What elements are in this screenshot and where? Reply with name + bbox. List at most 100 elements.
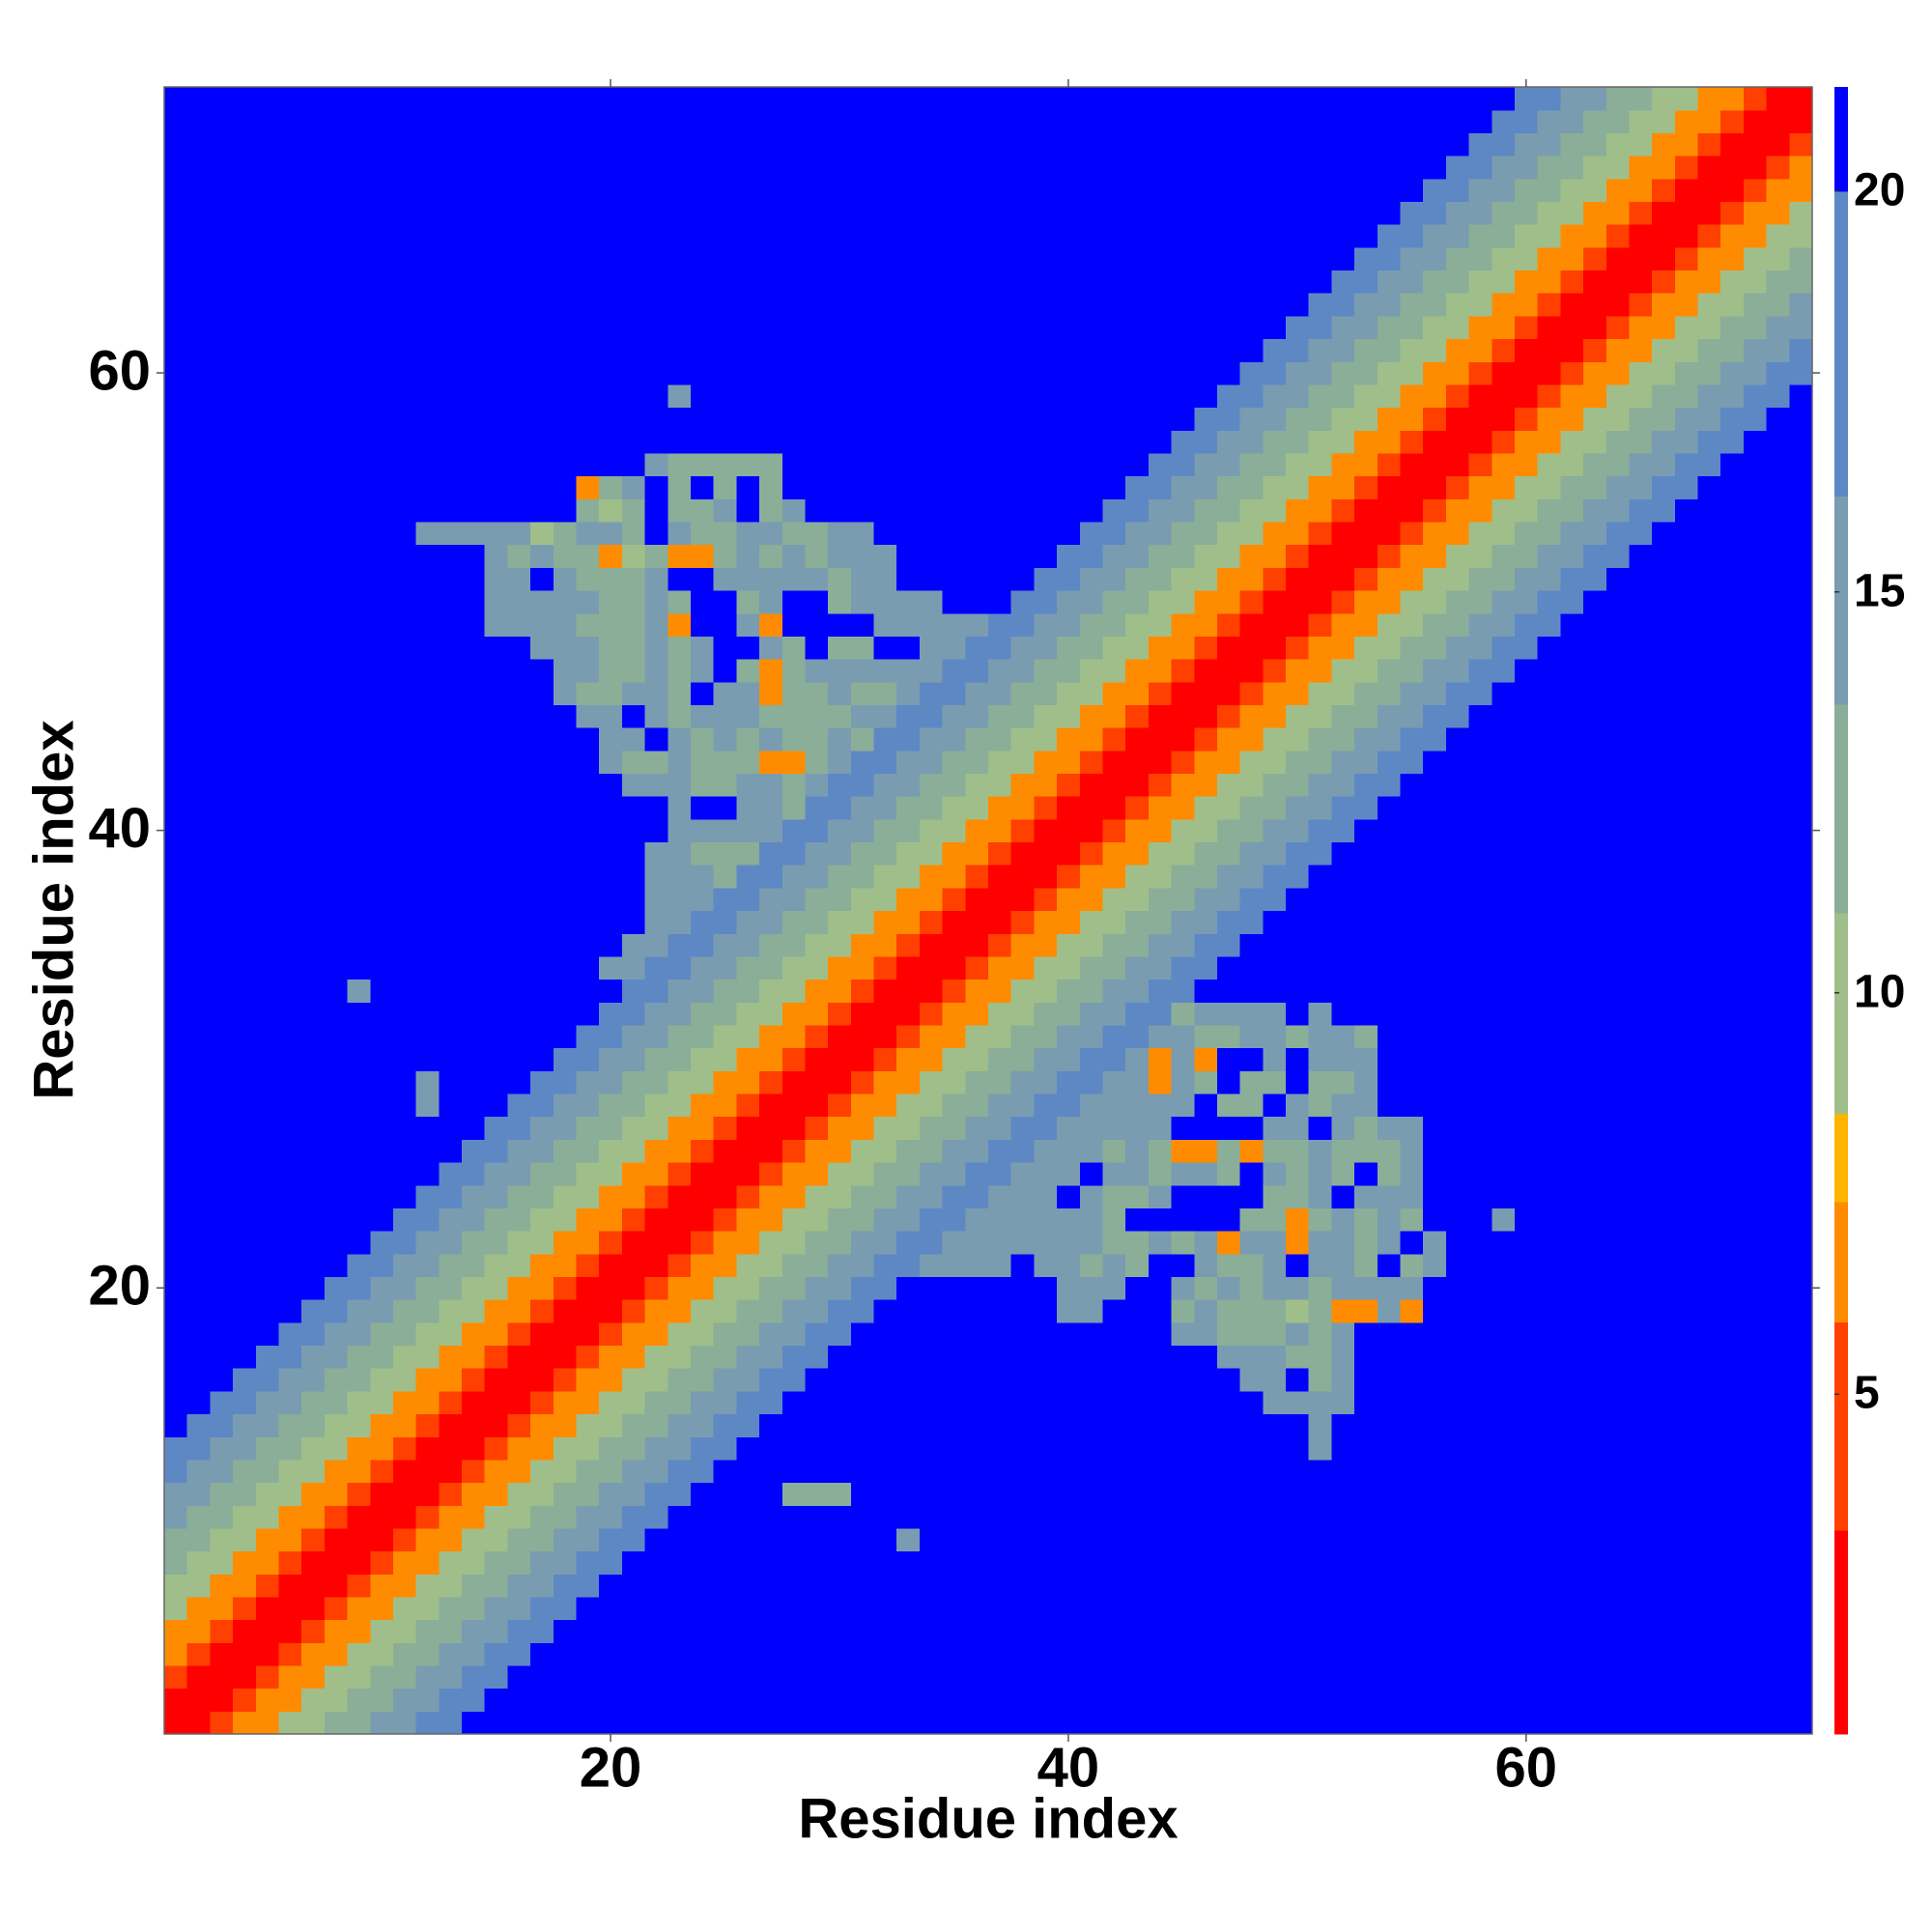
cell <box>736 1413 760 1437</box>
cell <box>1492 1184 1516 1208</box>
cell <box>347 544 371 568</box>
cell <box>1171 1368 1195 1392</box>
cell <box>553 475 578 499</box>
cell <box>553 1208 578 1232</box>
cell <box>1148 979 1173 1003</box>
cell <box>392 178 417 203</box>
cell <box>1605 910 1631 934</box>
cell <box>278 1550 302 1575</box>
cell <box>644 430 668 454</box>
cell <box>1148 1368 1173 1392</box>
cell <box>1468 612 1492 637</box>
cell <box>1445 589 1470 614</box>
cell <box>1583 1664 1607 1690</box>
cell <box>1148 407 1173 431</box>
cell <box>1674 315 1699 340</box>
cell <box>644 1664 668 1690</box>
cell <box>415 1619 440 1643</box>
cell <box>1102 1184 1126 1208</box>
cell <box>530 1139 554 1163</box>
cell <box>1674 361 1699 385</box>
cell <box>370 1299 394 1323</box>
cell <box>1171 1231 1195 1255</box>
cell <box>415 1024 440 1049</box>
cell <box>1308 841 1333 866</box>
cell <box>1743 430 1768 454</box>
cell <box>1629 1276 1653 1300</box>
cell <box>1445 865 1470 889</box>
cell <box>1079 430 1104 454</box>
cell <box>1377 1070 1402 1094</box>
cell <box>1629 681 1653 705</box>
cell <box>392 1321 417 1347</box>
cell <box>1423 1345 1447 1369</box>
cell <box>1308 270 1333 294</box>
cell <box>805 1619 829 1643</box>
cell <box>736 1024 760 1049</box>
cell <box>1629 887 1653 912</box>
cell <box>644 475 668 499</box>
cell <box>347 933 371 957</box>
cell <box>186 384 211 409</box>
cell <box>1148 1231 1173 1255</box>
cell <box>392 1505 417 1529</box>
cell <box>1652 1664 1676 1690</box>
cell <box>781 1642 807 1666</box>
cell <box>781 955 807 980</box>
cell <box>347 1139 371 1163</box>
cell <box>1354 1688 1378 1712</box>
cell <box>1766 1664 1790 1690</box>
cell <box>347 1276 371 1300</box>
cell <box>1789 1527 1813 1552</box>
cell <box>1514 1390 1539 1415</box>
cell <box>1560 979 1584 1003</box>
cell <box>644 612 668 637</box>
cell <box>1125 1505 1150 1529</box>
cell <box>736 955 760 980</box>
cell <box>1423 1436 1447 1461</box>
cell <box>1079 475 1104 499</box>
cell <box>1720 1413 1745 1437</box>
cell <box>668 270 692 294</box>
cell <box>1354 1231 1378 1255</box>
cell <box>278 1390 302 1415</box>
cell <box>1377 201 1402 225</box>
cell <box>233 1368 257 1392</box>
cell <box>186 521 211 546</box>
cell <box>1216 430 1241 454</box>
cell <box>576 1321 600 1347</box>
cell <box>644 955 668 980</box>
cell <box>1010 1619 1035 1643</box>
cell <box>736 1345 760 1369</box>
cell <box>850 224 875 248</box>
cell <box>759 293 783 317</box>
cell <box>1171 246 1195 271</box>
cell <box>186 1390 211 1415</box>
cell <box>1629 315 1653 340</box>
cell <box>896 1436 921 1461</box>
cell <box>919 178 944 203</box>
cell <box>1148 910 1173 934</box>
cell <box>919 612 944 637</box>
cell <box>1125 865 1150 889</box>
cell <box>1697 498 1721 523</box>
cell <box>805 865 829 889</box>
cell <box>324 224 349 248</box>
cell <box>530 521 554 546</box>
cell <box>1492 955 1516 980</box>
cell <box>1743 1070 1768 1094</box>
cell <box>713 452 737 477</box>
cell <box>942 1436 966 1461</box>
cell <box>186 1093 211 1118</box>
cell <box>644 1161 668 1186</box>
cell <box>1286 955 1310 980</box>
cell <box>1468 1345 1492 1369</box>
cell <box>1308 544 1333 568</box>
cell <box>210 224 234 248</box>
cell <box>668 1596 692 1621</box>
cell <box>1102 1139 1126 1163</box>
cell <box>301 887 326 912</box>
cell <box>1010 612 1035 637</box>
cell <box>1423 1642 1447 1666</box>
cell <box>1034 636 1058 660</box>
